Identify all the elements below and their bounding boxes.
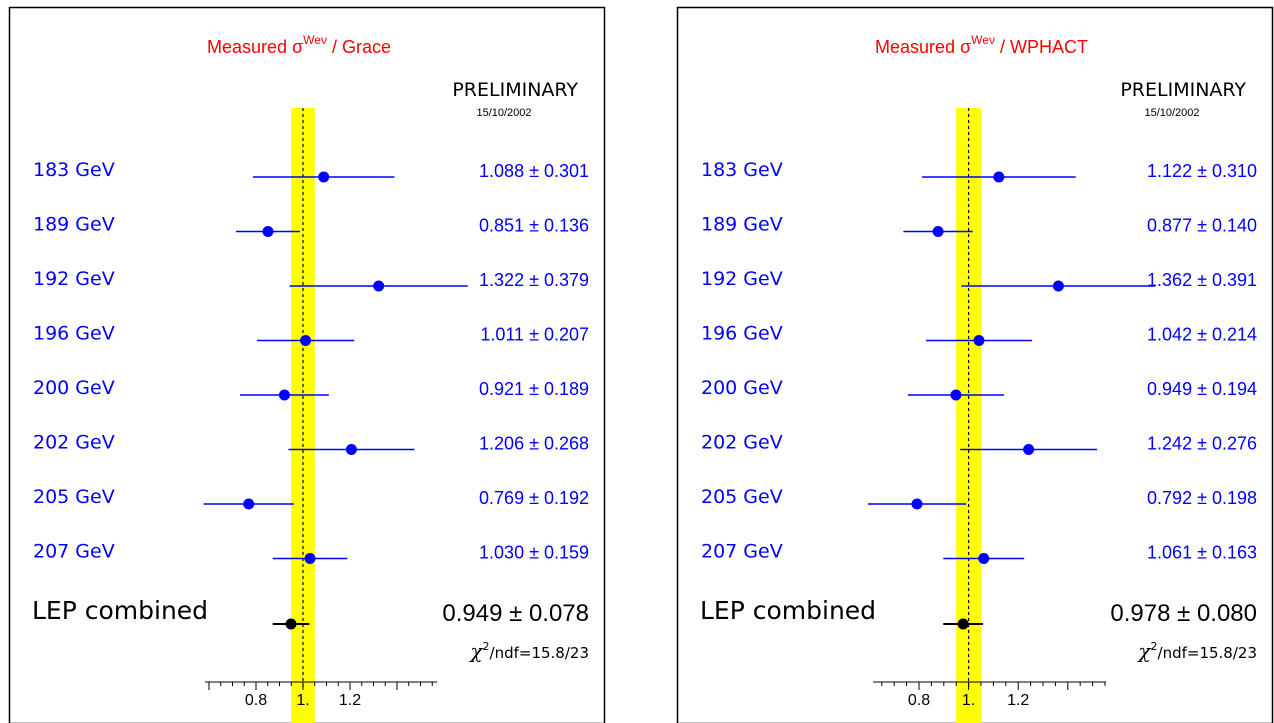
energy-label: 189 GeV (701, 214, 783, 236)
energy-label: 205 GeV (701, 486, 783, 508)
tick-label: 1. (962, 692, 975, 709)
combined-label: LEP combined (700, 596, 876, 625)
panel-frame (8, 6, 606, 723)
date-label: 15/10/2002 (476, 107, 531, 119)
data-point (950, 389, 962, 401)
data-row-3: 192 GeV 1.322 ± 0.379 (33, 268, 589, 292)
data-point (345, 444, 357, 455)
energy-label: 192 GeV (33, 268, 115, 290)
status-label: PRELIMINARY (452, 79, 578, 101)
combined-point (285, 618, 297, 630)
data-point (911, 498, 923, 510)
data-row-7: 205 GeV 0.769 ± 0.192 (33, 486, 589, 510)
data-point (932, 226, 944, 237)
combined-point (957, 618, 969, 630)
x-axis: 0.8 1. 1.2 (205, 681, 437, 709)
energy-label: 192 GeV (701, 268, 783, 290)
tick-label: 1.2 (339, 692, 361, 709)
combined-value: 0.978 ± 0.080 (1110, 600, 1257, 627)
value-label: 1.088 ± 0.301 (479, 161, 589, 181)
data-point (243, 498, 255, 510)
tick-label: 0.8 (908, 692, 930, 709)
energy-label: 183 GeV (701, 159, 783, 181)
data-point (978, 553, 990, 564)
data-row-8: 207 GeV 1.030 ± 0.159 (33, 541, 589, 564)
chart-title: Measured σWeν / Grace (207, 33, 391, 57)
energy-label: 207 GeV (33, 541, 115, 563)
x-axis: 0.8 1. 1.2 (873, 681, 1106, 709)
value-label: 1.042 ± 0.214 (1147, 325, 1257, 345)
data-row-4: 196 GeV 1.042 ± 0.214 (701, 323, 1257, 346)
data-point (262, 226, 274, 237)
energy-label: 196 GeV (701, 323, 783, 345)
energy-label: 183 GeV (33, 159, 115, 181)
energy-label: 205 GeV (33, 486, 115, 508)
data-point (373, 280, 385, 292)
value-label: 1.122 ± 0.310 (1147, 161, 1257, 181)
data-point (973, 335, 985, 346)
data-row-6: 202 GeV 1.206 ± 0.268 (33, 432, 589, 455)
value-label: 0.877 ± 0.140 (1147, 216, 1257, 236)
value-label: 1.362 ± 0.391 (1147, 270, 1257, 290)
data-row-5: 200 GeV 0.921 ± 0.189 (33, 377, 589, 401)
value-label: 0.921 ± 0.189 (479, 379, 589, 399)
data-row-2: 189 GeV 0.851 ± 0.136 (33, 214, 589, 237)
tick-label: 0.8 (245, 692, 267, 709)
value-label: 1.322 ± 0.379 (479, 270, 589, 290)
value-label: 1.061 ± 0.163 (1147, 543, 1257, 563)
data-row-1: 183 GeV 1.122 ± 0.310 (701, 159, 1257, 183)
panel-1: Measured σWeν / Grace PRELIMINARY 15/10/20… (8, 6, 606, 723)
value-label: 1.030 ± 0.159 (479, 543, 589, 563)
panel-2: Measured σWeν / WPHACT PRELIMINARY 15/10/2… (676, 6, 1274, 723)
energy-label: 207 GeV (701, 541, 783, 563)
chi2-label: χ2/ndf=15.8/23 (1136, 639, 1257, 663)
combined-row: LEP combined 0.978 ± 0.080 (700, 596, 1257, 630)
energy-label: 196 GeV (33, 323, 115, 345)
data-point (993, 171, 1005, 183)
energy-label: 200 GeV (701, 377, 783, 399)
data-point (304, 553, 316, 564)
data-row-4: 196 GeV 1.011 ± 0.207 (33, 323, 589, 346)
value-label: 0.949 ± 0.194 (1147, 379, 1257, 399)
chart-title: Measured σWeν / WPHACT (875, 33, 1088, 57)
tick-label: 1.2 (1007, 692, 1029, 709)
energy-label: 202 GeV (701, 432, 783, 454)
data-row-1: 183 GeV 1.088 ± 0.301 (33, 159, 589, 183)
data-row-6: 202 GeV 1.242 ± 0.276 (701, 432, 1257, 455)
data-row-3: 192 GeV 1.362 ± 0.391 (701, 268, 1257, 292)
panel-frame (676, 6, 1274, 723)
data-row-7: 205 GeV 0.792 ± 0.198 (701, 486, 1257, 510)
status-label: PRELIMINARY (1120, 79, 1246, 101)
value-label: 0.792 ± 0.198 (1147, 488, 1257, 508)
chi2-label: χ2/ndf=15.8/23 (468, 639, 589, 663)
date-label: 15/10/2002 (1144, 107, 1199, 119)
data-row-8: 207 GeV 1.061 ± 0.163 (701, 541, 1257, 564)
data-point (278, 389, 290, 401)
combined-value: 0.949 ± 0.078 (442, 600, 589, 627)
energy-label: 202 GeV (33, 432, 115, 454)
data-row-5: 200 GeV 0.949 ± 0.194 (701, 377, 1257, 401)
tick-label: 1. (296, 692, 309, 709)
combined-label: LEP combined (32, 596, 208, 625)
data-row-2: 189 GeV 0.877 ± 0.140 (701, 214, 1257, 237)
value-label: 0.769 ± 0.192 (479, 488, 589, 508)
value-label: 1.011 ± 0.207 (480, 325, 589, 345)
value-label: 0.851 ± 0.136 (479, 216, 589, 236)
energy-label: 189 GeV (33, 214, 115, 236)
data-point (300, 335, 312, 346)
data-point (1023, 444, 1035, 455)
value-label: 1.206 ± 0.268 (479, 434, 589, 454)
combined-row: LEP combined 0.949 ± 0.078 (32, 596, 589, 630)
data-point (318, 171, 330, 183)
value-label: 1.242 ± 0.276 (1147, 434, 1257, 454)
energy-label: 200 GeV (33, 377, 115, 399)
data-point (1052, 280, 1064, 292)
